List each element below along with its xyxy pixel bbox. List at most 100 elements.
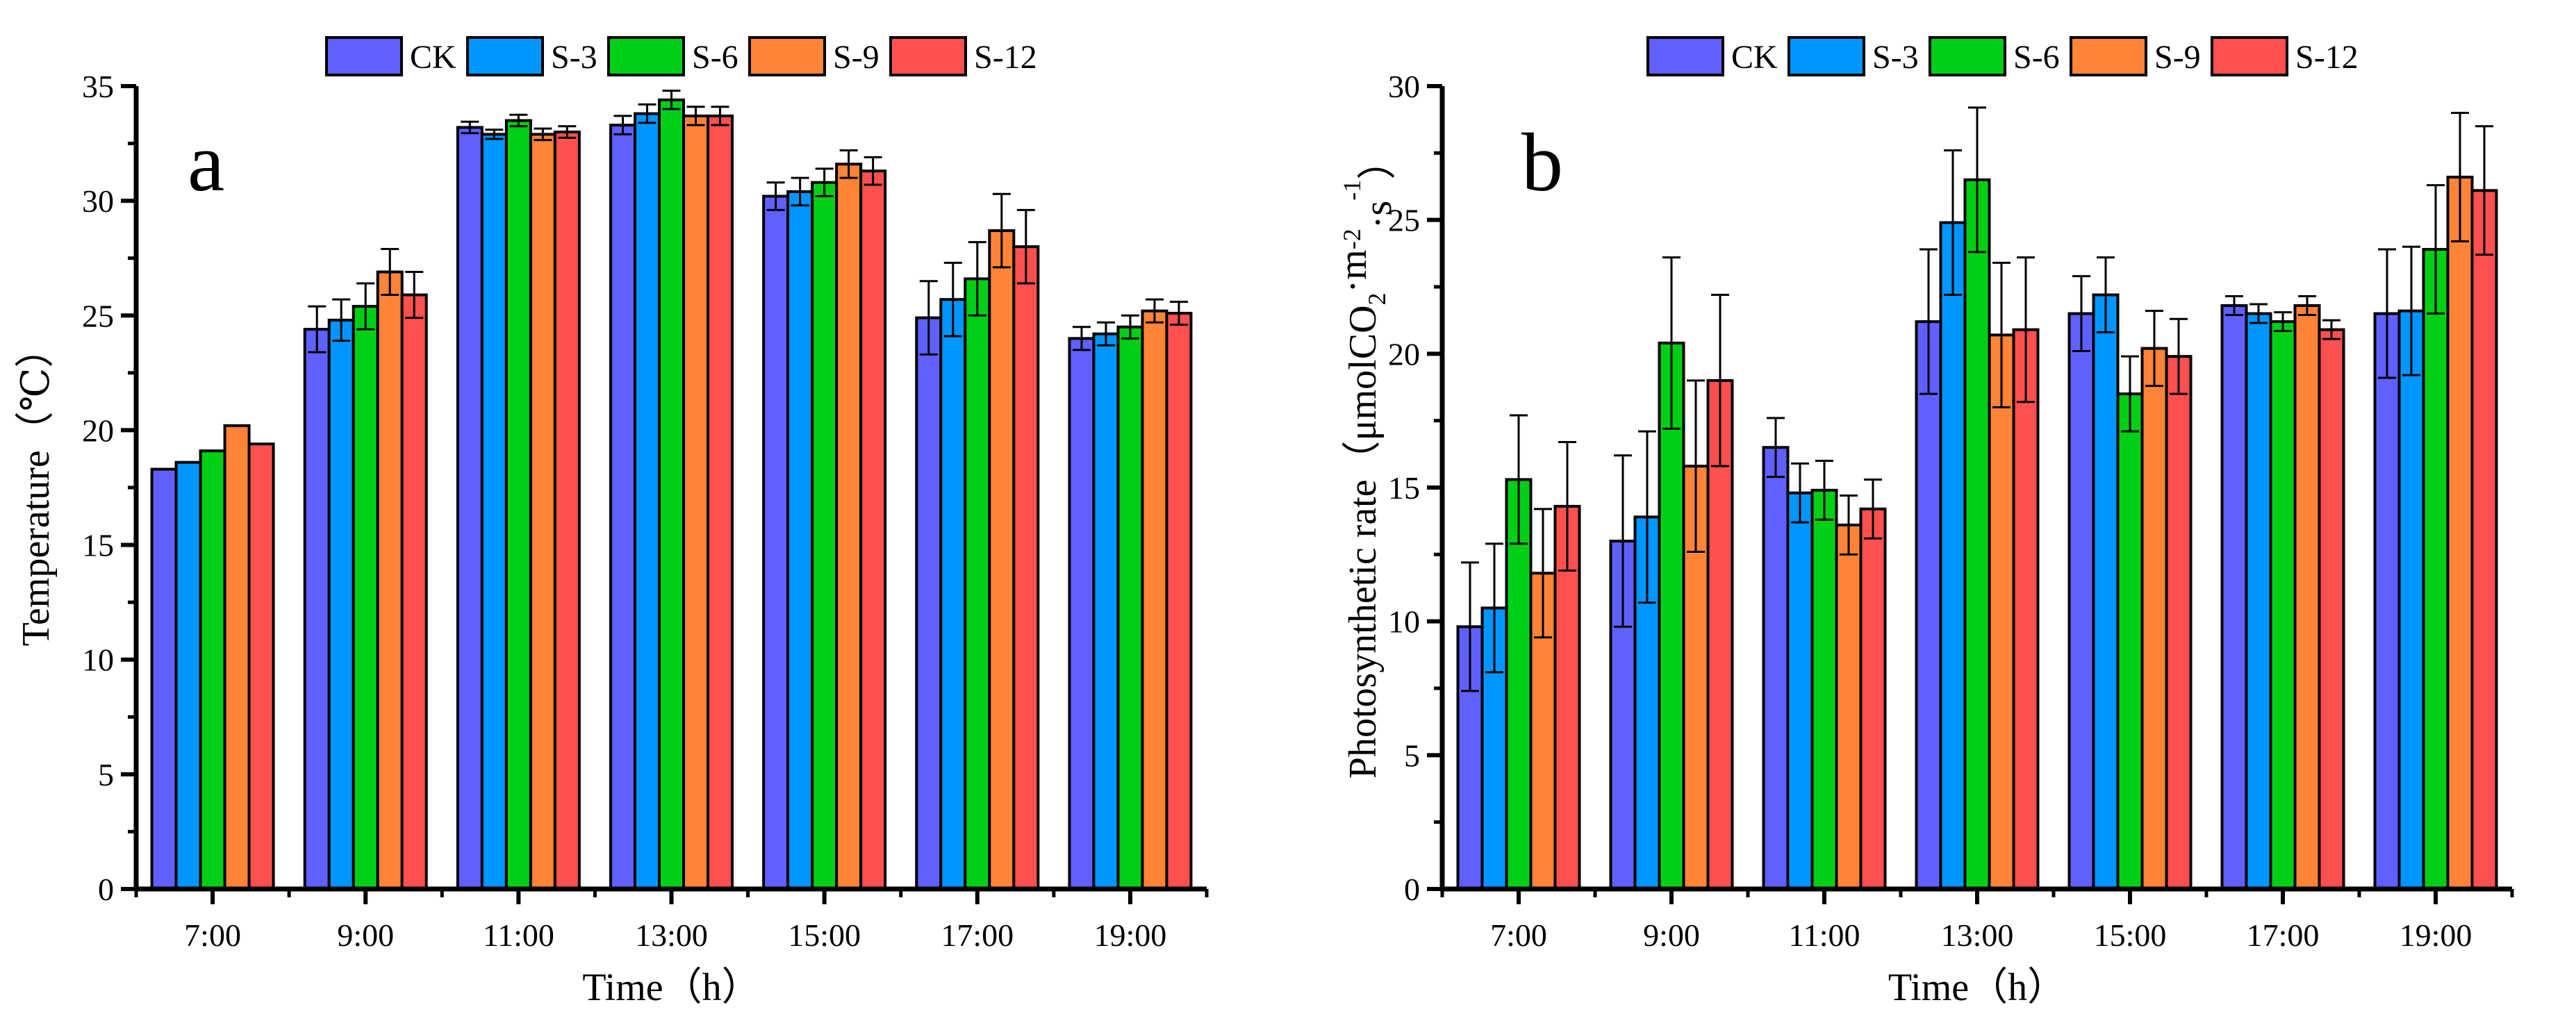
bar-S-3 (786, 190, 814, 890)
legend-label-CK: CK (1731, 39, 1778, 76)
y-tick-label: 20 (1388, 336, 1420, 372)
bar-S-12 (2470, 189, 2498, 890)
legend-swatch-S-12 (889, 36, 967, 76)
bar-S-3 (1092, 332, 1120, 890)
legend-label-S-12: S-12 (2295, 39, 2359, 76)
x-tick-label: 9:00 (337, 917, 394, 953)
x-axis-title: Time（h） (1888, 966, 2066, 1009)
y-tick-label: 5 (1404, 738, 1420, 773)
x-tick-label: 15:00 (2094, 917, 2167, 953)
bar-S-12 (400, 293, 428, 890)
bar-S-3 (174, 460, 202, 890)
bar-S-12 (553, 131, 581, 891)
y-tick-label: 0 (1404, 872, 1420, 907)
bar-group-700 (150, 424, 275, 890)
x-tick-label: 19:00 (1094, 917, 1167, 953)
y-tick-label: 25 (1388, 203, 1420, 238)
chart-b-photosynthetic-rate: 0 5 10 15 20 25 30 7:00 9:00 11:00 13:00 15:00 17:00… (1332, 36, 2514, 1009)
bar-S-3 (1786, 491, 1814, 890)
legend-swatch-CK (325, 36, 403, 76)
bar-S-12 (1859, 507, 1887, 890)
bar-S-9 (1835, 523, 1863, 890)
y-axis-title-part: ·m (1332, 249, 1375, 292)
bar-S-9 (988, 229, 1016, 890)
x-tick-label: 11:00 (483, 917, 554, 953)
bar-group-1900 (1068, 298, 1193, 891)
bar-group-1900 (2373, 112, 2498, 891)
x-tick-label: 19:00 (2400, 917, 2472, 953)
bar-S-6 (352, 305, 379, 890)
bar-S-12 (2165, 355, 2193, 890)
bar-group-1500 (2067, 256, 2193, 891)
bar-S-9 (376, 270, 404, 890)
legend-swatch-S-3 (466, 36, 544, 76)
y-axis-title: Temperature（℃） (15, 329, 58, 647)
bar-S-9 (223, 424, 251, 890)
x-tick-label: 15:00 (788, 917, 861, 953)
bar-CK (2373, 312, 2401, 890)
x-tick-label: 13:00 (635, 917, 708, 953)
bar-group-1700 (915, 192, 1040, 890)
legend-label-S-9: S-9 (2154, 39, 2201, 76)
bar-S-3 (1939, 221, 1967, 890)
legend-label-CK: CK (410, 39, 456, 76)
bar-S-9 (529, 133, 556, 891)
bar-CK (1915, 320, 1942, 890)
bar-S-9 (1988, 333, 2015, 890)
bar-S-3 (634, 112, 661, 891)
bar-S-6 (1116, 325, 1144, 890)
legend-label-S-3: S-3 (551, 39, 597, 76)
y-axis-title-part: ） (1357, 141, 1400, 180)
bar-CK (303, 328, 331, 890)
bar-group-1300 (1915, 106, 2040, 891)
bar-CK (456, 126, 484, 891)
bar-S-3 (2245, 312, 2272, 890)
bar-S-3 (939, 298, 967, 890)
bar-group-700 (1456, 414, 1581, 891)
bar-S-12 (2012, 328, 2040, 890)
bar-group-1100 (1762, 417, 1887, 890)
bar-CK (2067, 312, 2095, 890)
bar-S-9 (2140, 347, 2168, 891)
bar-S-3 (2397, 309, 2425, 890)
bar-S-9 (2446, 176, 2474, 891)
legend-swatch-S-3 (1787, 36, 1865, 76)
bar-group-1500 (762, 149, 887, 891)
bar-S-12 (1012, 245, 1040, 890)
bar-S-6 (2269, 320, 2297, 890)
bar-S-6 (2422, 248, 2450, 890)
y-tick-label: 10 (82, 642, 114, 678)
y-axis-title-script: -1 (1338, 180, 1366, 201)
bar-S-12 (2318, 328, 2345, 890)
x-tick-label: 17:00 (941, 917, 1014, 953)
bar-S-12 (859, 169, 887, 891)
legend-label-S-9: S-9 (833, 39, 880, 76)
y-tick-label: 30 (1388, 69, 1420, 104)
y-tick-label: 5 (98, 757, 114, 792)
bar-group-1300 (609, 90, 734, 891)
x-tick-label: 7:00 (1490, 917, 1547, 953)
bar-S-6 (964, 277, 991, 890)
bar-S-9 (835, 163, 863, 891)
bar-CK (609, 124, 636, 891)
bar-S-6 (811, 181, 839, 891)
bar-S-12 (1165, 311, 1193, 890)
chart-a-temperature: 0 5 10 15 20 25 30 35 7:00 9:00 11:00 13:00 15:00 17:… (15, 36, 1209, 1009)
x-tick-label: 17:00 (2247, 917, 2320, 953)
bar-S-9 (682, 114, 709, 891)
legend-swatch-S-9 (2070, 36, 2147, 76)
bar-S-6 (199, 449, 226, 890)
bar-CK (1762, 446, 1790, 890)
x-tick-label: 9:00 (1643, 917, 1700, 953)
bar-S-9 (1141, 309, 1169, 890)
bar-S-3 (480, 133, 508, 891)
legend-label-S-3: S-3 (1872, 39, 1919, 76)
bar-CK (1068, 337, 1096, 891)
bar-S-9 (2293, 304, 2321, 890)
y-axis-title-part: ·s (1357, 201, 1400, 228)
legend-swatch-S-9 (748, 36, 826, 76)
legend-swatch-S-6 (607, 36, 685, 76)
bar-S-6 (504, 119, 532, 891)
bar-CK (915, 316, 943, 890)
